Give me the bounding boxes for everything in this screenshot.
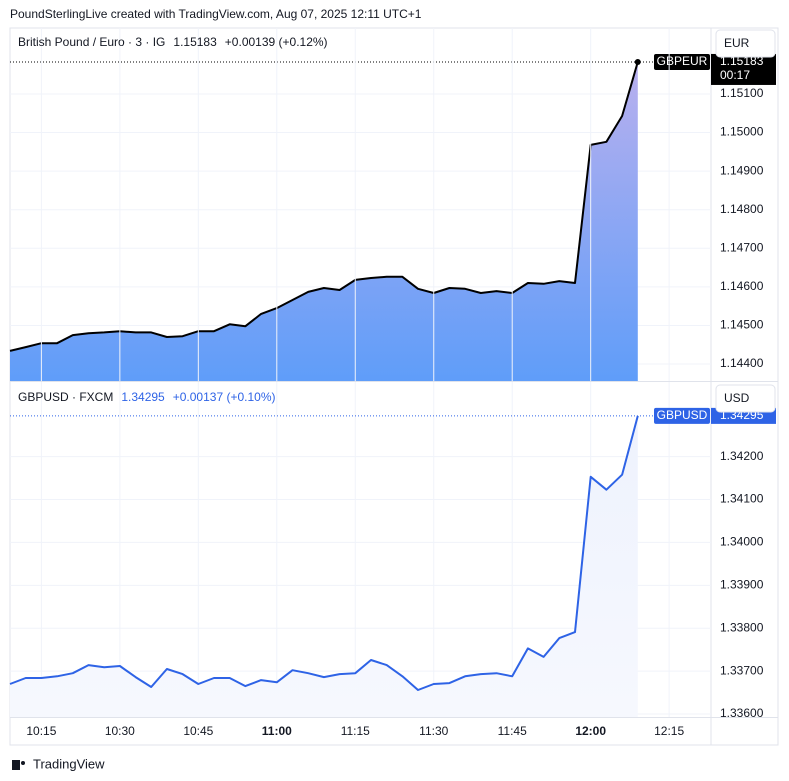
- symbol-title: British Pound / Euro · 3 · IG: [18, 35, 165, 49]
- x-tick-label: 11:00: [262, 724, 292, 738]
- header: PoundSterlingLive created with TradingVi…: [10, 7, 422, 21]
- symbol-name: GBPEUR: [657, 54, 708, 68]
- x-tick-label: 11:45: [498, 724, 527, 738]
- y-tick-label: 1.33800: [720, 620, 764, 634]
- y-tick-label: 1.33900: [720, 577, 764, 591]
- x-tick-label: 12:00: [575, 724, 606, 738]
- symbol-title: GBPUSD · FXCM: [18, 390, 113, 404]
- y-tick-label: 1.34200: [720, 449, 764, 463]
- currency[interactable]: USD: [724, 391, 750, 405]
- legend: GBPUSD · FXCM 1.34295 +0.00137 (+0.10%): [18, 390, 275, 404]
- line: [9, 61, 639, 352]
- symbol-tag: [654, 407, 710, 424]
- change: +0.00137 (+0.10%): [173, 390, 276, 404]
- y-tick-label: 1.14500: [720, 318, 764, 332]
- y-tick-label: 1.33700: [720, 663, 764, 677]
- logo-icon: [21, 761, 25, 765]
- price-tag: [711, 53, 776, 85]
- line: [9, 415, 639, 691]
- overlay: EUR USD British Pound / Euro · 3 · IG 1.1…: [12, 29, 776, 771]
- x-tick-label: 10:45: [183, 724, 213, 738]
- y-tick-label: 1.33600: [720, 706, 764, 720]
- symbol-name: GBPUSD: [657, 408, 708, 422]
- x-tick-label: 10:15: [26, 724, 56, 738]
- price-tag-value: 1.15183: [720, 54, 764, 68]
- x-tick-label: 11:30: [419, 724, 448, 738]
- last-value: 1.15183: [173, 35, 217, 49]
- currency[interactable]: EUR: [724, 36, 750, 50]
- frame: [9, 27, 779, 746]
- area-fill: [10, 415, 638, 717]
- legend: British Pound / Euro · 3 · IG 1.15183 +0.0…: [18, 35, 328, 49]
- currency-box[interactable]: [715, 384, 776, 413]
- plot: 1.14400 1.14500 1.14600 1.14700 1.14800 1.149…: [9, 28, 776, 738]
- y-tick-label: 1.14900: [720, 163, 764, 177]
- change: +0.00139 (+0.12%): [225, 35, 328, 49]
- area-fill: [10, 61, 638, 382]
- countdown: 00:17: [720, 68, 750, 82]
- logo: TradingView: [12, 756, 105, 771]
- y-tick-label: 1.14700: [720, 240, 764, 254]
- symbol-tag: [654, 53, 710, 70]
- y-tick-label: 1.14600: [720, 279, 764, 293]
- y-tick-label: 1.15000: [720, 125, 764, 139]
- last-point: [634, 58, 641, 65]
- x-tick-label: 12:15: [654, 724, 684, 738]
- currency-box[interactable]: [715, 29, 776, 58]
- x-tick-label: 10:30: [105, 724, 135, 738]
- x-tick-label: 11:15: [341, 724, 370, 738]
- y-tick-label: 1.15100: [720, 86, 764, 100]
- last-value: 1.34295: [121, 390, 165, 404]
- y-tick-label: 1.14400: [720, 356, 764, 370]
- logo-icon: [12, 760, 20, 770]
- y-tick-label: 1.14800: [720, 202, 764, 216]
- y-tick-label: 1.34000: [720, 535, 764, 549]
- footer-logo: TradingView: [33, 756, 105, 771]
- y-tick-label: 1.34100: [720, 492, 764, 506]
